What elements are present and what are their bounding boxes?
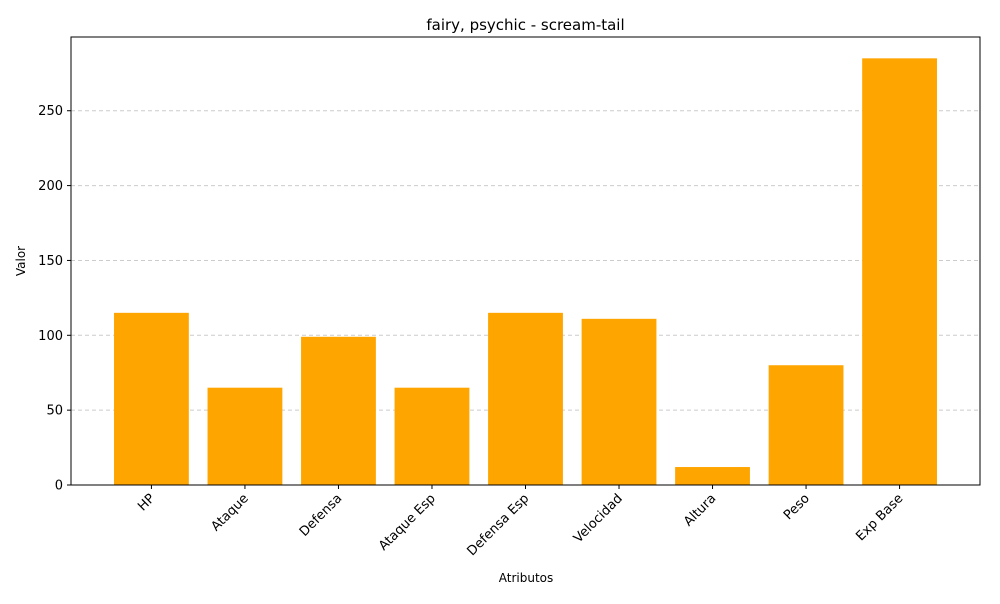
- y-tick-label: 50: [46, 404, 63, 419]
- bar-altura: [675, 467, 750, 485]
- bar-exp-base: [862, 58, 937, 485]
- bar-hp: [114, 312, 189, 485]
- y-tick-label: 200: [38, 179, 63, 194]
- y-axis-label: Valor: [14, 246, 28, 276]
- bar-defensa: [301, 336, 376, 485]
- chart-title: fairy, psychic - scream-tail: [426, 16, 624, 34]
- bar-ataque: [207, 387, 283, 485]
- y-tick-label: 100: [38, 329, 63, 344]
- y-axis: 0 50 100 150 200 250: [38, 104, 71, 494]
- y-tick-label: 150: [38, 254, 63, 269]
- bars: [114, 58, 937, 485]
- y-tick-label: 0: [55, 479, 63, 494]
- y-tick-label: 250: [38, 104, 63, 119]
- bar-defensa-esp: [488, 312, 563, 485]
- bar-velocidad: [581, 318, 657, 485]
- bar-ataque-esp: [394, 387, 470, 485]
- bar-peso: [768, 365, 844, 485]
- x-axis-label: Atributos: [499, 571, 554, 585]
